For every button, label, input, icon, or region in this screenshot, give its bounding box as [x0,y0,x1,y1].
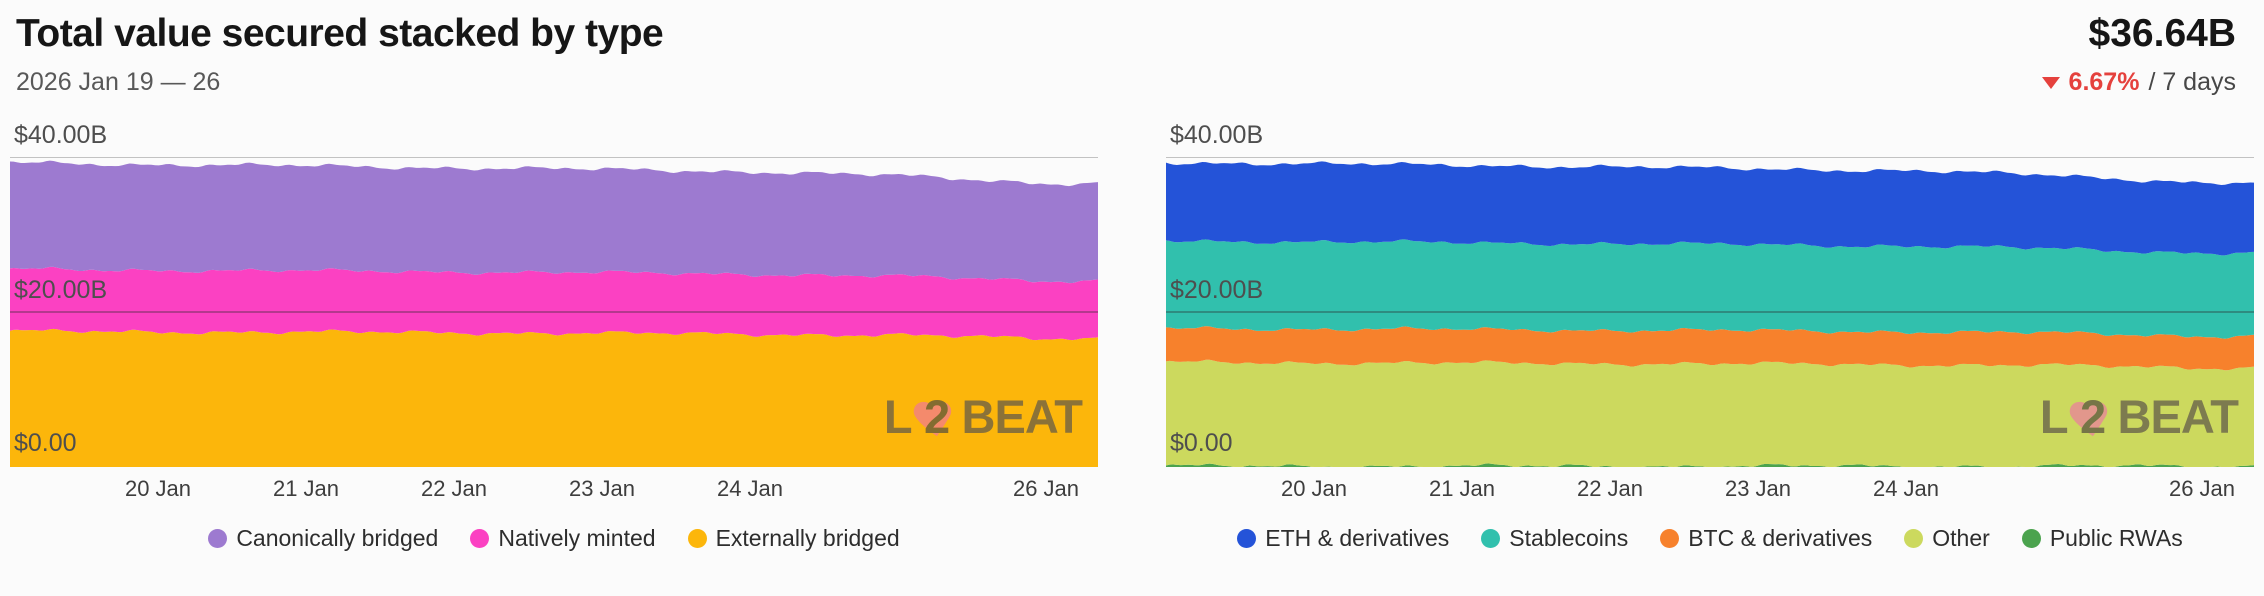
stacked-area-chart-svg [10,157,1098,467]
x-axis-labels: 20 Jan 21 Jan 22 Jan 23 Jan 24 Jan 26 Jan [1166,476,2254,510]
legend-color-dot [1237,529,1257,548]
watermark-heart-wrap: 2 [2066,389,2120,443]
x-axis-label: 26 Jan [1012,476,1080,501]
chart-legend: Canonically bridged Natively minted Extern… [10,525,1098,552]
y-axis-label: $0.00 [14,429,77,457]
legend-item[interactable]: ETH & derivatives [1237,525,1449,552]
legend-label: Public RWAs [2049,525,2183,551]
legend-item[interactable]: Other [1904,525,1990,552]
total-value: $36.64B [2088,12,2236,55]
l2beat-watermark: L 2 BEAT [2039,389,2239,443]
legend-color-dot [208,529,228,548]
legend-label: BTC & derivatives [1688,525,1873,551]
date-range: 2026 Jan 19 — 26 [16,68,221,96]
heart-icon [2069,401,2107,437]
header-right: $36.64B 6.67% / 7 days [2041,12,2236,97]
watermark-letter: L [2039,389,2069,443]
l2beat-watermark: L 2 BEAT [883,389,1083,443]
y-axis-label: $20.00B [14,276,108,304]
legend-label: Externally bridged [715,525,900,551]
down-arrow-icon [2041,76,2060,89]
change-period: / 7 days [2148,68,2236,96]
legend-item[interactable]: Externally bridged [687,525,900,552]
watermark-letter: L [883,389,913,443]
area-series-other [1166,359,2254,467]
legend-label: ETH & derivatives [1265,525,1450,551]
x-axis-label: 20 Jan [124,476,192,501]
watermark-letter: BEAT [961,389,1083,443]
x-axis-labels: 20 Jan 21 Jan 22 Jan 23 Jan 24 Jan 26 Jan [10,476,1098,510]
legend-color-dot [1481,529,1501,548]
area-series-public-rwas [1166,463,2254,467]
change-indicator: 6.67% / 7 days [2041,68,2236,97]
chart-asset-category: $40.00B $20.00B $0.00 L 2 BEAT 20 Jan 21 … [1166,117,2254,552]
watermark-letter: BEAT [2117,389,2239,443]
chart-header: Total value secured stacked by type 2026… [0,0,2264,97]
y-axis-label: $40.00B [14,121,108,149]
x-axis-label: 21 Jan [1428,476,1496,501]
page-title: Total value secured stacked by type [16,12,664,55]
watermark-heart-wrap: 2 [910,389,964,443]
y-axis-label: $20.00B [1170,276,1264,304]
heart-icon [913,401,951,437]
legend-color-dot [1660,529,1680,548]
legend-color-dot [1904,529,1924,548]
change-percent: 6.67% [2068,68,2140,96]
legend-item[interactable]: Public RWAs [2021,525,2183,552]
x-axis-label: 20 Jan [1280,476,1348,501]
area-series-canonically-bridged [10,160,1098,284]
chart-plot[interactable]: $40.00B $20.00B $0.00 L 2 BEAT [10,121,1098,467]
legend-item[interactable]: BTC & derivatives [1660,525,1872,552]
legend-label: Stablecoins [1509,525,1629,551]
legend-color-dot [2021,529,2041,548]
x-axis-label: 22 Jan [420,476,488,501]
area-series-btc-derivatives [1166,326,2254,371]
legend-color-dot [687,529,707,548]
x-axis-label: 24 Jan [716,476,784,501]
chart-legend: ETH & derivatives Stablecoins BTC & deriva… [1166,525,2254,552]
x-axis-label: 23 Jan [568,476,636,501]
watermark-letter: 2 [923,389,950,443]
legend-item[interactable]: Natively minted [470,525,656,552]
x-axis-label: 23 Jan [1724,476,1792,501]
watermark-letter: 2 [2079,389,2106,443]
y-axis-label: $40.00B [1170,121,1264,149]
area-series-externally-bridged [10,328,1098,467]
y-axis-label: $0.00 [1170,429,1233,457]
x-axis-label: 24 Jan [1872,476,1940,501]
x-axis-label: 21 Jan [272,476,340,501]
header-left: Total value secured stacked by type 2026… [16,12,664,97]
area-series-eth-derivatives [1166,161,2254,256]
chart-bridge-type: $40.00B $20.00B $0.00 L 2 BEAT 20 Jan 21 … [10,117,1098,552]
x-axis-label: 26 Jan [2168,476,2236,501]
legend-color-dot [470,529,490,548]
x-axis-label: 22 Jan [1576,476,1644,501]
legend-label: Other [1932,525,1990,551]
legend-label: Canonically bridged [236,525,439,551]
area-series-stablecoins [1166,239,2254,339]
legend-item[interactable]: Canonically bridged [208,525,438,552]
charts-row: $40.00B $20.00B $0.00 L 2 BEAT 20 Jan 21 … [0,117,2264,552]
area-series-natively-minted [10,266,1098,341]
chart-plot[interactable]: $40.00B $20.00B $0.00 L 2 BEAT [1166,121,2254,467]
stacked-area-chart-svg [1166,157,2254,467]
legend-item[interactable]: Stablecoins [1481,525,1628,552]
legend-label: Natively minted [498,525,656,551]
